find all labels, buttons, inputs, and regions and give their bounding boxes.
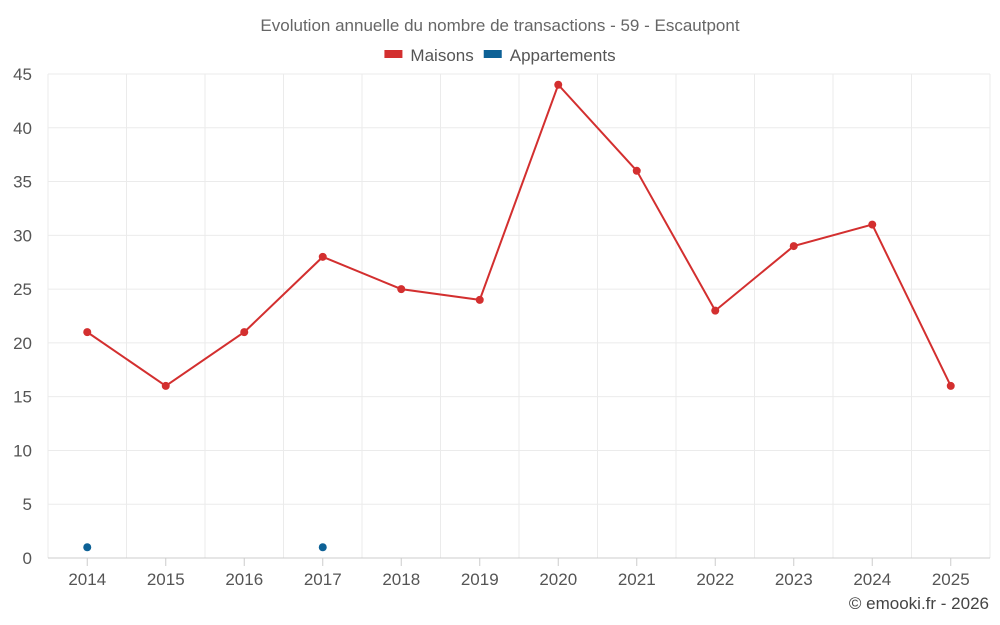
data-point-maisons[interactable] [475, 295, 484, 304]
grid [47, 73, 991, 558]
data-point-maisons[interactable] [632, 166, 641, 175]
x-tick-label: 2018 [382, 570, 420, 589]
data-point-maisons[interactable] [946, 381, 955, 390]
legend-swatch [483, 50, 502, 58]
chart-title: Evolution annuelle du nombre de transact… [260, 16, 739, 35]
x-tick-label: 2021 [618, 570, 656, 589]
data-point-maisons[interactable] [83, 328, 92, 337]
legend-swatch [384, 50, 403, 58]
legend-label: Appartements [510, 46, 616, 65]
data-point-maisons[interactable] [711, 306, 720, 315]
legend-item-appartements[interactable]: Appartements [483, 46, 616, 65]
y-tick-label: 20 [13, 334, 32, 353]
copyright-text: © emooki.fr - 2026 [849, 594, 989, 613]
x-tick-label: 2019 [461, 570, 499, 589]
data-point-maisons[interactable] [240, 328, 249, 337]
series-layer [83, 80, 955, 552]
x-tick-label: 2023 [775, 570, 813, 589]
y-tick-label: 45 [13, 65, 32, 84]
data-point-maisons[interactable] [397, 285, 406, 294]
y-tick-label: 35 [13, 173, 32, 192]
y-tick-label: 0 [23, 549, 32, 568]
x-tick-label: 2017 [304, 570, 342, 589]
y-tick-label: 25 [13, 280, 32, 299]
x-tick-label: 2016 [225, 570, 263, 589]
x-tick-label: 2015 [147, 570, 185, 589]
y-tick-label: 40 [13, 119, 32, 138]
x-tick-label: 2020 [539, 570, 577, 589]
y-tick-label: 10 [13, 441, 32, 460]
data-point-maisons[interactable] [868, 220, 877, 229]
x-tick-label: 2014 [68, 570, 106, 589]
y-tick-label: 5 [23, 495, 32, 514]
y-tick-label: 30 [13, 226, 32, 245]
y-tick-label: 15 [13, 388, 32, 407]
data-point-maisons[interactable] [161, 381, 170, 390]
series-line-maisons [86, 82, 952, 388]
x-tick-label: 2025 [932, 570, 970, 589]
data-point-maisons[interactable] [789, 242, 798, 251]
data-point-maisons[interactable] [318, 252, 327, 261]
legend: Maisons Appartements [384, 46, 616, 65]
data-point-appartements[interactable] [318, 543, 327, 552]
legend-item-maisons[interactable]: Maisons [384, 46, 474, 65]
x-tick-label: 2024 [853, 570, 891, 589]
data-point-maisons[interactable] [554, 80, 563, 89]
data-point-appartements[interactable] [83, 543, 92, 552]
x-tick-label: 2022 [696, 570, 734, 589]
legend-label: Maisons [410, 46, 473, 65]
